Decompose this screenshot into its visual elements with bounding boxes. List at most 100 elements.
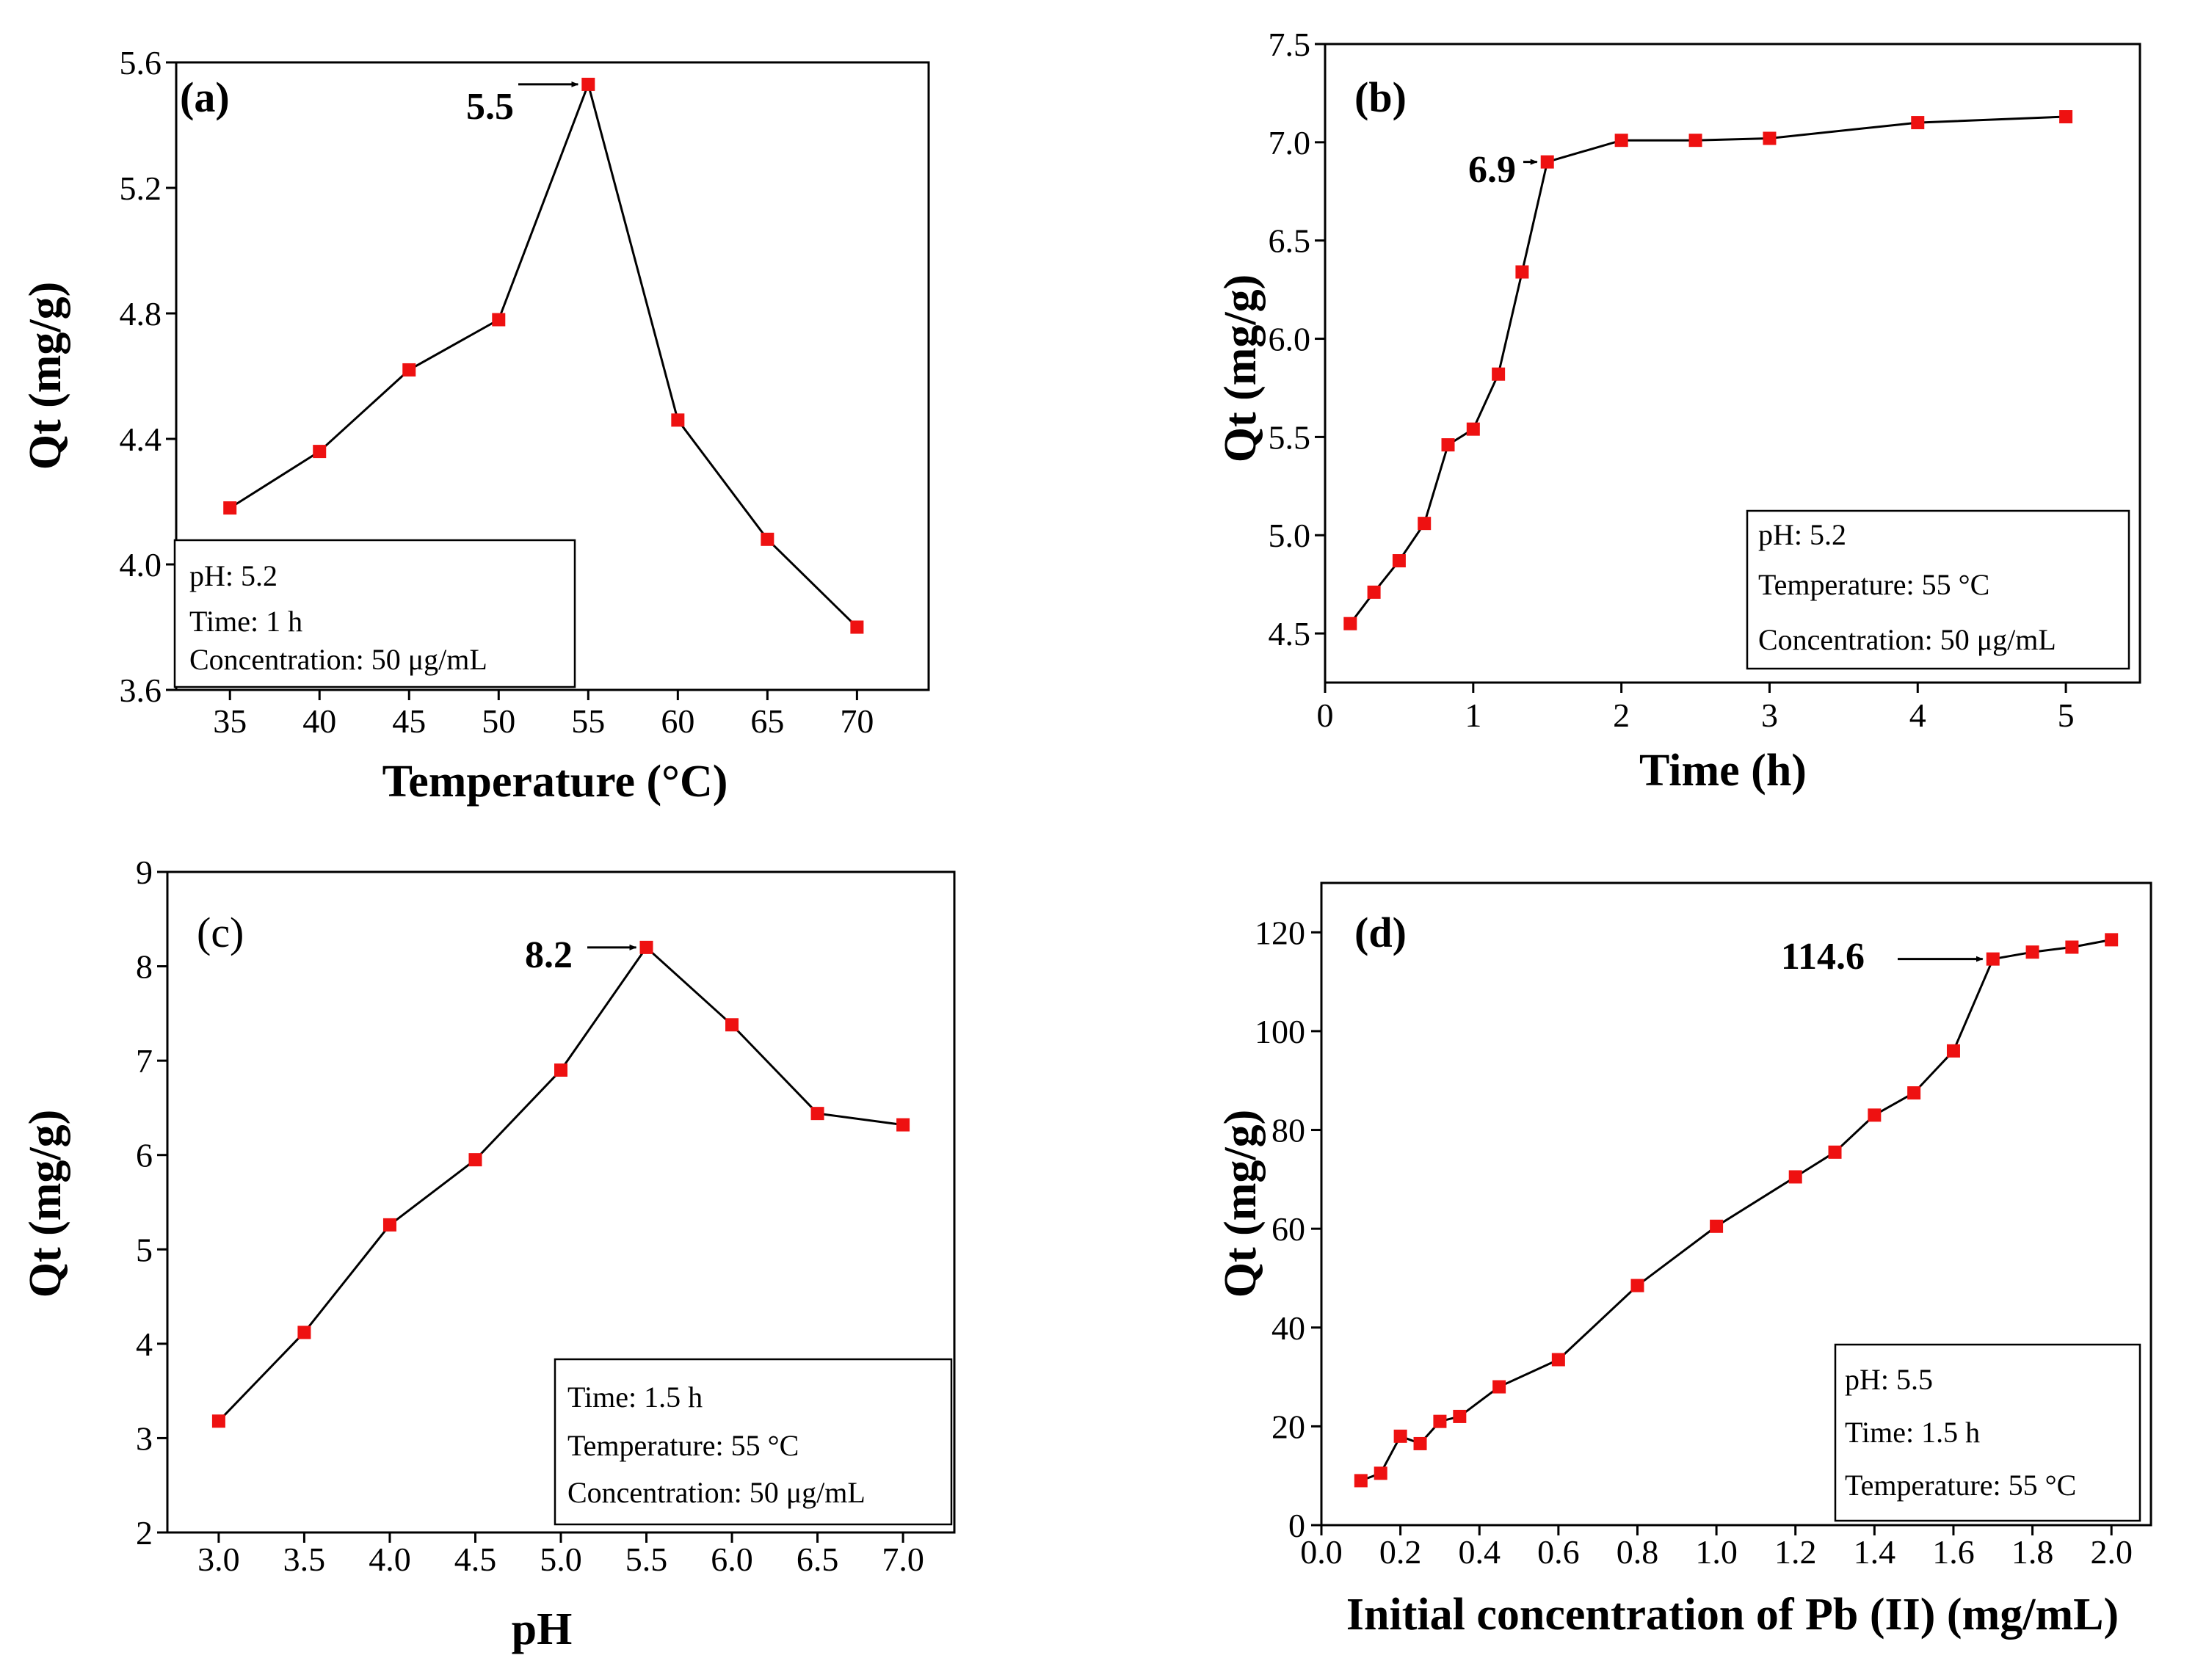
data-point — [1367, 585, 1381, 599]
condition-line: Concentration: 50 μg/mL — [567, 1476, 866, 1509]
panel-label: (a) — [180, 73, 230, 121]
y-tick-label: 120 — [1255, 914, 1305, 951]
data-point — [402, 363, 416, 377]
y-tick-label: 5.2 — [120, 170, 162, 207]
data-point — [1441, 438, 1455, 452]
data-point — [297, 1326, 311, 1339]
data-point — [896, 1118, 910, 1132]
y-axis-title: Qt (mg/g) — [21, 282, 70, 470]
x-tick-label: 3.0 — [197, 1541, 240, 1578]
x-tick-label: 55 — [571, 702, 605, 740]
x-tick-label: 6.0 — [711, 1541, 753, 1578]
data-point — [850, 620, 864, 634]
data-point — [1551, 1353, 1565, 1367]
condition-line: Time: 1 h — [189, 605, 302, 638]
y-tick-label: 100 — [1255, 1013, 1305, 1050]
y-tick-label: 3 — [136, 1419, 153, 1457]
data-point — [761, 532, 774, 546]
data-point — [1374, 1466, 1387, 1480]
data-point — [1492, 1380, 1506, 1394]
data-point — [382, 1218, 396, 1232]
series-line — [229, 81, 858, 628]
x-tick-label: 45 — [392, 702, 426, 740]
annotation-value: 6.9 — [1468, 149, 1516, 191]
data-point — [1354, 1474, 1368, 1488]
x-tick-label: 4 — [1909, 697, 1926, 734]
data-point — [1393, 1429, 1407, 1443]
x-tick-label: 1 — [1465, 697, 1481, 734]
y-tick-label: 5.0 — [1269, 517, 1311, 554]
panel-label: (b) — [1354, 73, 1407, 121]
x-tick-label: 35 — [213, 702, 247, 740]
y-tick-label: 80 — [1271, 1112, 1305, 1149]
data-point — [1688, 134, 1702, 148]
panel-d: 0.0 0.2 0.4 0.6 0.8 1.0 1.2 1.4 1.6 1.8 2.0 0 20 40 60… — [1216, 881, 2152, 1640]
data-point — [1453, 1409, 1467, 1423]
conditions-box — [1834, 1343, 2141, 1522]
x-tick-label: 4.5 — [454, 1541, 497, 1578]
data-point — [1907, 1086, 1921, 1100]
x-tick-label: 1.8 — [2011, 1533, 2054, 1571]
data-point — [671, 413, 685, 427]
panel-b: 0 1 2 3 4 5 4.5 5.0 5.5 6.0 6.5 7.0 7.5 Time (h) Qt (m… — [1216, 26, 2141, 796]
y-tick-label: 7.0 — [1269, 124, 1311, 161]
data-point — [2065, 940, 2079, 954]
y-tick-label: 3.6 — [120, 672, 162, 709]
x-axis-title: Temperature (°C) — [382, 757, 728, 807]
data-point — [810, 1107, 824, 1121]
condition-line: Time: 1.5 h — [567, 1381, 703, 1414]
y-tick-label: 6 — [136, 1137, 153, 1174]
data-point — [1946, 1044, 1960, 1058]
x-tick-label: 2.0 — [2090, 1533, 2133, 1571]
data-point — [1788, 1170, 1802, 1184]
data-point — [1763, 131, 1777, 145]
conditions-box — [173, 539, 576, 688]
y-tick-label: 4.0 — [120, 546, 162, 583]
x-tick-label: 5.0 — [540, 1541, 582, 1578]
y-tick-label: 6.5 — [1269, 222, 1311, 260]
y-axis-title: Qt (mg/g) — [1216, 274, 1266, 463]
data-point — [1418, 517, 1432, 531]
data-point — [1392, 554, 1406, 568]
x-tick-label: 1.6 — [1932, 1533, 1975, 1571]
y-tick-label: 4.8 — [120, 295, 162, 332]
x-axis-title: Time (h) — [1639, 746, 1807, 796]
x-tick-label: 65 — [750, 702, 784, 740]
condition-line: Temperature: 55 °C — [567, 1429, 799, 1462]
data-point — [581, 77, 595, 91]
annotation-value: 8.2 — [525, 934, 573, 976]
data-point — [492, 313, 506, 327]
conditions-box — [554, 1358, 953, 1526]
annotation-value: 114.6 — [1781, 936, 1865, 978]
y-tick-label: 7 — [136, 1042, 153, 1080]
data-point — [1433, 1414, 1447, 1428]
x-tick-label: 3 — [1761, 697, 1778, 734]
y-tick-label: 9 — [136, 854, 153, 891]
condition-line: Temperature: 55 °C — [1845, 1469, 2076, 1502]
y-tick-label: 5.5 — [1269, 418, 1311, 456]
x-tick-label: 4.0 — [369, 1541, 411, 1578]
data-point — [1540, 155, 1554, 169]
y-tick-label: 40 — [1271, 1309, 1305, 1347]
y-tick-label: 20 — [1271, 1408, 1305, 1445]
data-point — [1343, 617, 1357, 630]
x-tick-label: 5 — [2058, 697, 2075, 734]
x-tick-label: 70 — [840, 702, 874, 740]
condition-line: pH: 5.2 — [1758, 518, 1846, 551]
data-point — [1630, 1279, 1644, 1292]
x-tick-label: 0.6 — [1537, 1533, 1580, 1571]
y-axis-title: Qt (mg/g) — [1216, 1110, 1266, 1298]
x-tick-label: 0.0 — [1300, 1533, 1343, 1571]
x-tick-label: 1.0 — [1695, 1533, 1738, 1571]
x-tick-label: 60 — [661, 702, 694, 740]
data-point — [1413, 1436, 1427, 1450]
x-tick-label: 3.5 — [283, 1541, 326, 1578]
x-tick-label: 5.5 — [625, 1541, 668, 1578]
data-point — [639, 940, 653, 954]
y-tick-label: 5 — [136, 1231, 153, 1268]
data-point — [1911, 116, 1925, 130]
x-tick-label: 0 — [1317, 697, 1334, 734]
data-point — [223, 501, 237, 515]
y-tick-label: 4 — [136, 1326, 153, 1363]
